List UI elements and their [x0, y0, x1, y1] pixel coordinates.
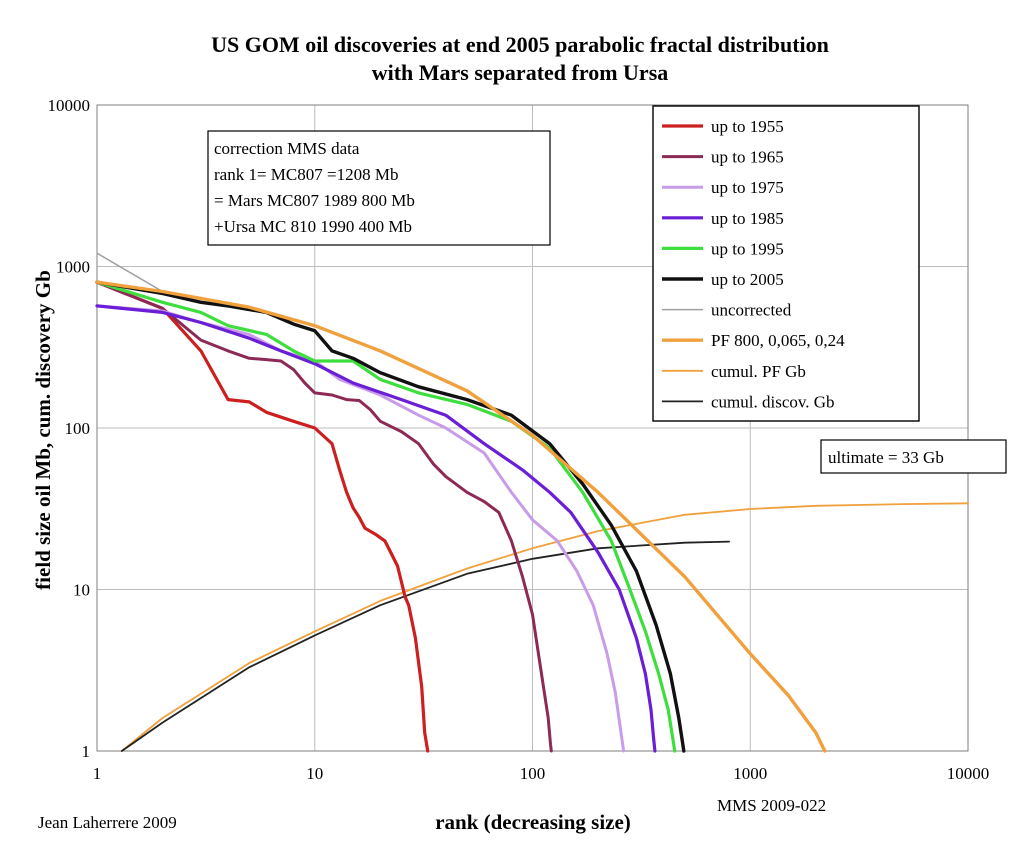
series-line-9 [120, 540, 730, 752]
annotation-box: correction MMS data rank 1= MC807 =1208 … [207, 130, 551, 246]
series-layer [95, 252, 969, 753]
series-line-5 [95, 280, 686, 753]
x-axis-label: rank (decreasing size) [435, 810, 631, 834]
chart-title-line-2: with Mars separated from Ursa [372, 60, 669, 85]
chart-title-line-1: US GOM oil discoveries at end 2005 parab… [211, 32, 829, 57]
x-tick-label-0: 1 [93, 764, 102, 783]
legend-label-7: PF 800, 0,065, 0,24 [711, 331, 845, 350]
annotation-line-4: +Ursa MC 810 1990 400 Mb [214, 217, 412, 236]
legend-label-3: up to 1985 [711, 209, 784, 228]
legend-label-5: up to 2005 [711, 270, 784, 289]
series-line-4 [95, 280, 677, 753]
ultimate-label: ultimate = 33 Gb [828, 448, 944, 467]
series-line-7 [95, 280, 827, 753]
annotation-line-1: correction MMS data [214, 139, 360, 158]
legend-label-6: uncorrected [711, 301, 792, 320]
legend-label-8: cumul. PF Gb [711, 362, 806, 381]
tick-layer: 1 10 100 1000 10000 1 10 100 1000 10000 [48, 96, 990, 783]
series-line-3 [95, 304, 657, 753]
credit-author: Jean Laherrere 2009 [38, 813, 177, 832]
annotation-line-2: rank 1= MC807 =1208 Mb [214, 165, 398, 184]
annotation-box-frame [207, 130, 551, 246]
legend: up to 1955 up to 1965 up to 1975 up to 1985… [652, 105, 920, 422]
x-tick-label-1: 10 [306, 764, 323, 783]
series-line-8 [120, 502, 969, 752]
x-tick-label-4: 10000 [947, 764, 990, 783]
annotation-line-3: = Mars MC807 1989 800 Mb [214, 191, 415, 210]
legend-label-9: cumul. discov. Gb [711, 392, 835, 411]
ultimate-box-frame [820, 439, 1007, 474]
series-line-1 [95, 280, 553, 753]
legend-frame [652, 105, 920, 422]
y-tick-label-1: 10 [73, 581, 90, 600]
legend-label-2: up to 1975 [711, 178, 784, 197]
plot-area-frame [96, 104, 969, 752]
credit-source: MMS 2009-022 [717, 796, 826, 815]
legend-label-4: up to 1995 [711, 239, 784, 258]
y-axis-label: field size oil Mb, cum. discovery Gb [31, 270, 55, 590]
y-tick-label-4: 10000 [48, 96, 91, 115]
legend-label-0: up to 1955 [711, 117, 784, 136]
series-line-0 [95, 280, 430, 753]
x-tick-label-3: 1000 [733, 764, 767, 783]
legend-label-1: up to 1965 [711, 148, 784, 167]
series-line-2 [95, 304, 626, 753]
y-tick-label-0: 1 [82, 742, 91, 761]
ultimate-box: ultimate = 33 Gb [820, 439, 1007, 474]
y-tick-label-3: 1000 [56, 258, 90, 277]
y-tick-label-2: 100 [65, 419, 91, 438]
x-tick-label-2: 100 [520, 764, 546, 783]
